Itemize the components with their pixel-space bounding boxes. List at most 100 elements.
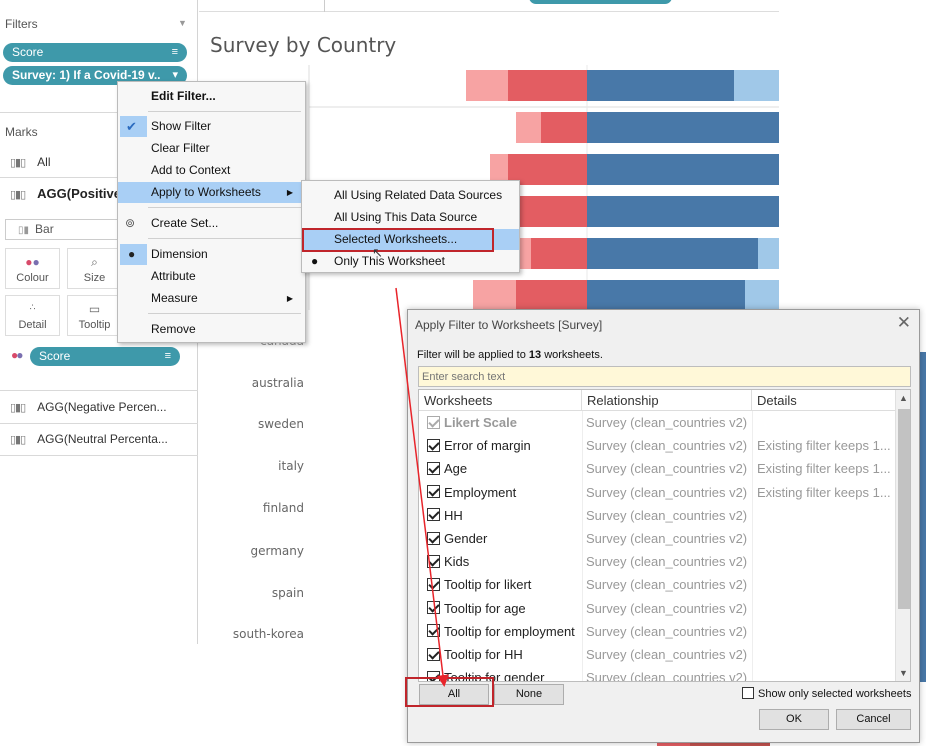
marks-row-all[interactable]: ▯▮▯ All (10, 155, 51, 169)
marks-row-agg-positive[interactable]: ▯▮▯ AGG(Positive (10, 186, 121, 201)
checkbox-unchecked[interactable] (742, 687, 754, 699)
checkbox-checked[interactable] (427, 601, 440, 615)
bar-negative (541, 112, 587, 143)
worksheets-table: Worksheets Relationship Details Likert S… (418, 389, 911, 682)
chevron-down-icon[interactable]: ▾ (172, 69, 178, 81)
chart-area (308, 65, 779, 311)
table-row[interactable]: Tooltip for age Survey (clean_countries v… (419, 597, 895, 620)
filter-pill-score[interactable]: Score ≡ (3, 43, 187, 62)
table-row[interactable]: Tooltip for HH Survey (clean_countries v2… (419, 643, 895, 666)
worksheet-cell[interactable]: Gender (421, 527, 582, 550)
checkbox-checked[interactable] (427, 485, 440, 499)
cancel-button[interactable]: Cancel (836, 709, 911, 730)
worksheet-cell[interactable]: Tooltip for age (421, 597, 582, 620)
partial-bar (920, 352, 926, 682)
worksheet-cell[interactable]: Employment (421, 481, 582, 504)
table-row[interactable]: Kids Survey (clean_countries v2) (419, 550, 895, 573)
filters-dropdown-icon[interactable]: ▼ (178, 18, 187, 28)
worksheet-cell[interactable]: Tooltip for employment (421, 620, 582, 643)
worksheet-cell[interactable]: Kids (421, 550, 582, 573)
details-cell: Existing filter keeps 1... (757, 484, 891, 500)
detail-button[interactable]: ∴ Detail (5, 295, 60, 336)
search-input[interactable] (418, 366, 911, 387)
menu-item-measure[interactable]: Measure ▶ (118, 288, 305, 309)
marks-row-agg-negative[interactable]: ▯▮▯ AGG(Negative Percen... (10, 400, 167, 414)
worksheet-cell[interactable]: Age (421, 457, 582, 480)
menu-item-clear-filter[interactable]: Clear Filter (118, 138, 305, 159)
table-row[interactable]: HH Survey (clean_countries v2) (419, 504, 895, 527)
table-row[interactable]: Age Survey (clean_countries v2) Existing f… (419, 457, 895, 480)
bar-chart-icon: ▯▮▯ (10, 189, 26, 201)
colour-pill-score[interactable]: Score ≡ (30, 347, 180, 366)
scrollbar-thumb[interactable] (898, 409, 910, 609)
divider (0, 177, 198, 178)
table-row[interactable]: Likert Scale Survey (clean_countries v2) (419, 411, 895, 434)
submenu-item-all-this-source[interactable]: All Using This Data Source (302, 207, 519, 228)
marks-title: Marks (5, 125, 38, 139)
table-row[interactable]: Gender Survey (clean_countries v2) (419, 527, 895, 550)
colour-pill-label: Score (39, 349, 71, 363)
apply-filter-dialog: Apply Filter to Worksheets [Survey] ✕ Fi… (407, 309, 920, 743)
worksheet-cell[interactable]: HH (421, 504, 582, 527)
table-row[interactable]: Tooltip for employment Survey (clean_coun… (419, 620, 895, 643)
menu-item-add-to-context[interactable]: Add to Context (118, 160, 305, 181)
checkbox-checked[interactable] (427, 577, 440, 591)
menu-item-show-filter[interactable]: ✔ Show Filter (118, 116, 305, 137)
checkbox-checked[interactable] (427, 508, 440, 522)
tooltip-button[interactable]: ▭ Tooltip (67, 295, 122, 336)
details-cell (757, 504, 893, 527)
ok-button[interactable]: OK (759, 709, 829, 730)
radio-dot-icon: ● (311, 254, 319, 268)
toolbar-pill[interactable] (529, 0, 672, 4)
worksheet-name: HH (444, 507, 463, 523)
details-cell (757, 643, 893, 666)
column-divider (752, 411, 753, 681)
radio-dot-icon: ● (128, 247, 136, 261)
submenu-item-only-this[interactable]: ● Only This Worksheet (302, 251, 519, 272)
menu-item-label: Dimension (151, 247, 208, 261)
checkbox-checked[interactable] (427, 438, 440, 452)
menu-item-edit-filter[interactable]: Edit Filter... (118, 86, 305, 107)
info-count: 13 (528, 349, 542, 361)
view-toolbar (199, 0, 779, 12)
column-header-worksheets[interactable]: Worksheets (419, 390, 582, 411)
checkbox-checked[interactable] (427, 624, 440, 638)
mark-type-value: Bar (35, 222, 54, 236)
checkbox-checked[interactable] (427, 647, 440, 661)
bar-positive (587, 280, 745, 311)
size-button[interactable]: ⌕ Size (67, 248, 122, 289)
all-button[interactable]: All (419, 684, 489, 705)
relationship-cell: Survey (clean_countries v2) (586, 600, 748, 616)
worksheet-cell[interactable]: Likert Scale (421, 411, 582, 434)
sort-icon: ≡ (171, 46, 178, 58)
filter-pill-survey[interactable]: Survey: 1) If a Covid-19 v.. ▾ (3, 66, 187, 85)
submenu-item-selected-worksheets[interactable]: Selected Worksheets... (302, 229, 519, 250)
column-header-relationship[interactable]: Relationship (582, 390, 752, 411)
colour-button[interactable]: ●● Colour (5, 248, 60, 289)
vertical-scrollbar[interactable]: ▲ ▼ (895, 390, 910, 681)
marks-row-agg-neutral[interactable]: ▯▮▯ AGG(Neutral Percenta... (10, 432, 168, 446)
table-row[interactable]: Error of margin Survey (clean_countries v… (419, 434, 895, 457)
worksheet-cell[interactable]: Tooltip for likert (421, 573, 582, 596)
table-row[interactable]: Tooltip for likert Survey (clean_countrie… (419, 573, 895, 596)
scroll-down-icon[interactable]: ▼ (899, 668, 908, 678)
checkbox-checked[interactable] (427, 461, 440, 475)
divider (0, 423, 198, 424)
show-only-selected-checkbox[interactable]: Show only selected worksheets (742, 687, 911, 701)
submenu-item-all-related[interactable]: All Using Related Data Sources (302, 185, 519, 206)
column-header-details[interactable]: Details (757, 393, 797, 408)
checkbox-checked[interactable] (427, 531, 440, 545)
menu-item-attribute[interactable]: Attribute (118, 266, 305, 287)
scroll-up-icon[interactable]: ▲ (899, 393, 908, 403)
menu-item-remove[interactable]: Remove (118, 319, 305, 340)
none-button[interactable]: None (494, 684, 564, 705)
checkbox-checked[interactable] (427, 554, 440, 568)
menu-item-dimension[interactable]: ● Dimension (118, 244, 305, 265)
worksheet-cell[interactable]: Tooltip for HH (421, 643, 582, 666)
relationship-cell: Survey (clean_countries v2) (586, 438, 748, 454)
menu-item-apply-to-worksheets[interactable]: Apply to Worksheets ▶ (118, 182, 305, 203)
menu-item-create-set[interactable]: ⊚ Create Set... (118, 213, 305, 234)
table-row[interactable]: Employment Survey (clean_countries v2) Exi… (419, 481, 895, 504)
worksheet-cell[interactable]: Error of margin (421, 434, 582, 457)
close-icon[interactable]: ✕ (896, 313, 911, 332)
